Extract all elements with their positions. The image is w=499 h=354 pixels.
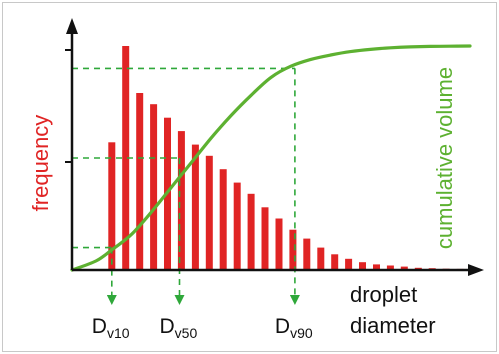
percentile-label-v90: Dv90 xyxy=(275,315,313,341)
frequency-bar xyxy=(191,144,199,270)
x-axis-label-line1: droplet xyxy=(350,282,417,307)
frequency-bar xyxy=(233,182,241,270)
y-axis-arrow xyxy=(66,18,78,34)
frequency-bar xyxy=(108,142,116,270)
percentile-labels: Dv10 Dv50 Dv90 xyxy=(92,315,313,341)
percentile-label-v10: Dv10 xyxy=(92,315,130,341)
frequency-bar xyxy=(317,247,325,270)
frequency-bar xyxy=(303,238,311,270)
frequency-bar xyxy=(261,207,269,270)
frequency-bar xyxy=(247,193,255,270)
cumulative-volume-axis-label: cumulative volume xyxy=(432,67,457,249)
frequency-bar xyxy=(275,218,283,270)
cumulative-volume-curve xyxy=(70,44,472,272)
percentile-label-v50: Dv50 xyxy=(160,315,198,341)
frequency-bar xyxy=(205,155,213,270)
x-axis-arrow xyxy=(468,264,484,276)
frequency-bar xyxy=(289,229,297,270)
frequency-bar xyxy=(373,264,380,270)
frequency-axis-label: frequency xyxy=(28,115,53,212)
y-axis-ticks xyxy=(65,49,72,163)
percentile-guides xyxy=(72,67,300,305)
frequency-bar xyxy=(386,265,394,270)
frequency-bar xyxy=(345,258,353,270)
frequency-bar xyxy=(177,131,185,270)
frequency-bar xyxy=(150,104,158,270)
frequency-bar xyxy=(122,46,130,270)
frequency-bar xyxy=(331,254,339,270)
frequency-bar xyxy=(219,169,227,270)
frequency-bar xyxy=(136,93,144,270)
frequency-bar xyxy=(400,266,408,270)
frequency-bar xyxy=(359,262,366,270)
x-axis-label-line2: diameter xyxy=(350,313,436,338)
